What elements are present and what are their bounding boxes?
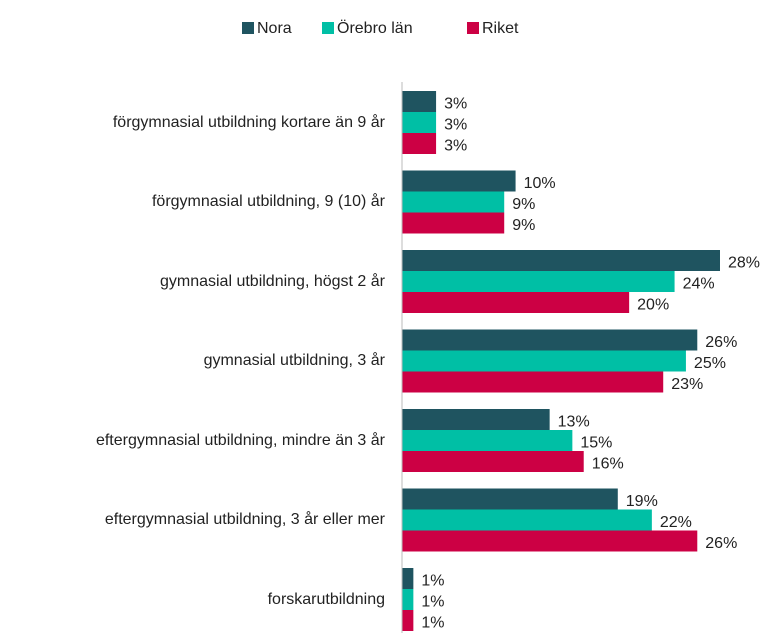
bar [402,589,414,610]
value-label: 13% [558,414,590,431]
category-label: gymnasial utbildning, högst 2 år [159,272,385,290]
value-label: 20% [637,297,669,314]
bar [402,91,437,112]
value-label: 3% [444,117,467,134]
value-label: 23% [671,376,703,393]
value-label: 10% [524,175,556,192]
value-label: 19% [626,493,658,510]
value-label: 1% [421,594,444,611]
value-label: 15% [580,435,612,452]
category-label: förgymnasial utbildning, 9 (10) år [151,193,385,210]
bar [402,170,516,192]
value-label: 1% [421,573,444,590]
bar [402,292,630,313]
bar [402,250,720,271]
bar [402,568,414,589]
legend-label: Örebro län [337,19,413,37]
bar [402,329,698,351]
value-label: 26% [705,535,737,552]
bar [402,350,686,372]
value-label: 25% [694,355,726,372]
category-label: eftergymnasial utbildning, 3 år eller me… [104,511,385,528]
bar [402,451,584,472]
bar [402,430,573,451]
bar [402,530,698,552]
bar [402,212,505,234]
bar [402,509,652,531]
value-label: 24% [683,276,715,293]
bar [402,271,675,292]
bar [402,112,437,133]
category-label: forskarutbildning [267,590,385,608]
value-label: 3% [444,138,467,155]
bar [402,488,618,510]
bar [402,371,664,393]
legend-swatch [467,22,479,34]
value-label: 3% [444,96,467,113]
value-label: 9% [512,196,535,213]
value-label: 22% [660,514,692,531]
category-label: eftergymnasial utbildning, mindre än 3 å… [95,431,385,449]
bar [402,133,437,154]
legend-swatch [242,22,254,34]
value-label: 9% [512,217,535,234]
bar [402,191,505,213]
legend-label: Riket [482,20,519,37]
category-label: gymnasial utbildning, 3 år [203,352,385,369]
bar [402,610,414,631]
value-label: 26% [705,334,737,351]
category-label: förgymnasial utbildning kortare än 9 år [112,113,385,131]
value-label: 16% [592,456,624,473]
legend-swatch [322,22,334,34]
bar [402,409,550,430]
legend-label: Nora [257,20,292,37]
value-label: 28% [728,255,760,272]
value-label: 1% [421,615,444,632]
